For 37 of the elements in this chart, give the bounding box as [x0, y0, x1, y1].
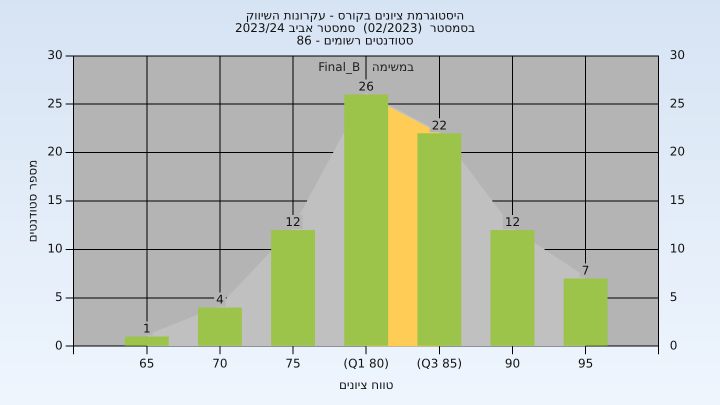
x-tick-label: 95 [578, 356, 594, 371]
y2-tick-label: 0 [670, 338, 678, 352]
data-label: 26 [358, 80, 374, 94]
y2-tick-label: 5 [670, 290, 678, 304]
data-label: 12 [504, 215, 520, 230]
x-tick-label: 70 [212, 356, 228, 371]
x-tick-label: 65 [139, 356, 154, 371]
x-axis-title: טווח ציונים [338, 378, 394, 392]
y-tick-label: 30 [47, 48, 63, 62]
bar [564, 278, 608, 346]
x-tick-label: (Q3 85) [416, 356, 462, 371]
y-tick-label: 25 [47, 96, 63, 110]
y-tick-label: 20 [47, 144, 63, 159]
y2-tick-label: 30 [670, 48, 686, 62]
y2-tick-label: 10 [670, 242, 686, 256]
y2-tick-label: 20 [670, 144, 686, 159]
data-label: 1 [142, 322, 151, 336]
x-tick-label: 90 [504, 356, 520, 371]
bar [198, 307, 242, 346]
annotation: Final_B : במשימה [318, 60, 414, 74]
data-label: 7 [582, 264, 590, 278]
y2-tick-label: 15 [670, 193, 686, 208]
x-tick-label: (Q1 80) [343, 356, 389, 371]
bar [490, 230, 534, 346]
bar [124, 336, 169, 346]
y-tick-label: 10 [47, 242, 63, 256]
data-label: 22 [432, 118, 447, 132]
y-axis-title: מספר סטודנטים [25, 160, 40, 242]
y-tick-label: 0 [55, 338, 63, 352]
data-label: 12 [285, 215, 301, 230]
y2-tick-label: 25 [670, 96, 686, 110]
y-tick-label: 15 [47, 193, 63, 208]
data-label: 4 [216, 292, 224, 307]
x-tick-label: 75 [285, 356, 301, 371]
bar [271, 230, 316, 346]
y-tick-label: 5 [55, 290, 63, 304]
chart-title: היסטוגרמת ציונים בקורס - עקרונות השיווק בסמסטר (02/2023) סמסטר אביב 2023/24 סטודנטים רשומים - 86 [234, 8, 476, 48]
